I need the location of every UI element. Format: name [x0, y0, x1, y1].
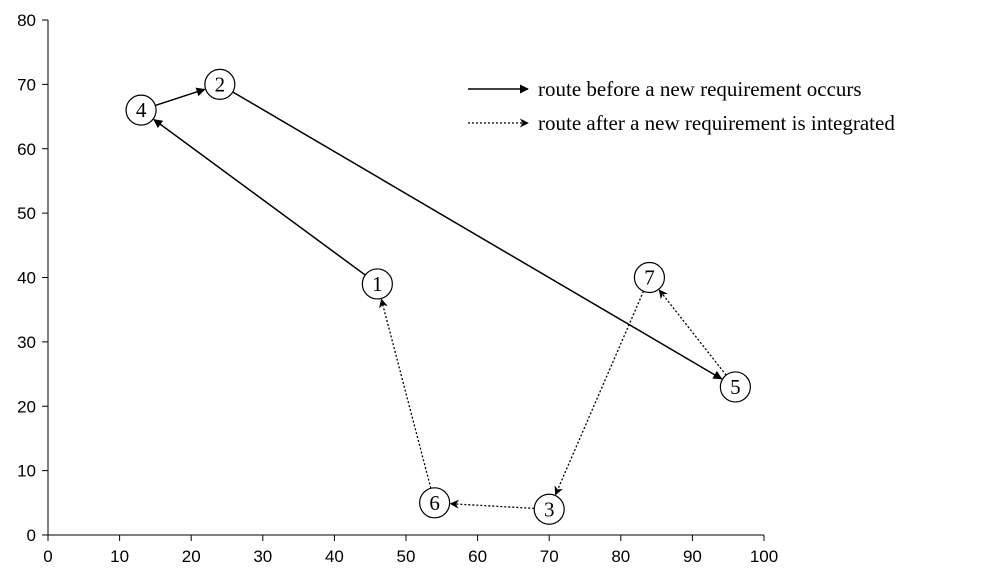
node-1: 1: [361, 268, 393, 300]
node-circle: [533, 493, 565, 525]
x-tick-label: 70: [540, 547, 559, 566]
legend-label: route after a new requirement is integra…: [538, 111, 895, 135]
route-before-edge-4-2: [155, 87, 206, 107]
y-tick-label: 30: [17, 333, 36, 352]
node-5: 5: [719, 371, 751, 403]
node-circle: [719, 371, 751, 403]
x-tick-label: 0: [43, 547, 52, 566]
axes: 0 10 20 30 40 50 60 70 80 90 100 0 10 20 30 40 50 60 70 80: [17, 11, 778, 566]
node-label: 1: [372, 272, 383, 296]
y-tick-label: 40: [17, 269, 36, 288]
x-tick-label: 40: [325, 547, 344, 566]
node-label: 2: [215, 72, 226, 96]
node-4: 4: [125, 94, 157, 126]
route-after-edge-3-6: [449, 499, 535, 510]
x-tick-label: 80: [611, 547, 630, 566]
y-tick-label: 0: [27, 526, 36, 545]
y-tick-label: 80: [17, 11, 36, 30]
route-after-edge-6-1: [379, 298, 432, 489]
x-tick-label: 20: [182, 547, 201, 566]
x-tick-label: 10: [110, 547, 129, 566]
node-6: 6: [419, 487, 451, 519]
y-tick-label: 20: [17, 397, 36, 416]
x-tick-label: 50: [397, 547, 416, 566]
node-label: 6: [429, 491, 440, 515]
x-tick-label: 90: [683, 547, 702, 566]
node-2: 2: [204, 68, 236, 100]
x-tick-label: 30: [253, 547, 272, 566]
x-tick-label: 100: [750, 547, 778, 566]
y-tick-label: 10: [17, 462, 36, 481]
route-edges: [153, 87, 727, 510]
route-before-edge-1-4: [153, 119, 366, 276]
node-label: 5: [730, 375, 741, 399]
legend-entry-before: route before a new requirement occurs: [468, 77, 862, 101]
node-circle: [633, 261, 666, 294]
node-label: 3: [544, 497, 555, 521]
node-circle: [125, 94, 157, 126]
y-tick-label: 70: [17, 75, 36, 94]
legend-entry-after: route after a new requirement is integra…: [468, 111, 895, 135]
legend-label: route before a new requirement occurs: [538, 77, 862, 101]
node-label: 4: [136, 98, 147, 122]
route-after-edge-7-3: [554, 291, 645, 496]
node-circle: [204, 68, 236, 100]
x-tick-label: 60: [468, 547, 487, 566]
y-tick-label: 50: [17, 204, 36, 223]
legend: route before a new requirement occurs rou…: [468, 77, 895, 135]
node-3: 3: [533, 493, 565, 525]
y-tick-label: 60: [17, 140, 36, 159]
node-circle: [419, 487, 451, 519]
route-before-edge-2-5: [232, 91, 723, 380]
node-label: 7: [644, 266, 655, 290]
route-nodes: 1 2 3 4 5 6 7: [125, 68, 751, 525]
node-circle: [361, 268, 393, 300]
node-7: 7: [633, 261, 666, 294]
